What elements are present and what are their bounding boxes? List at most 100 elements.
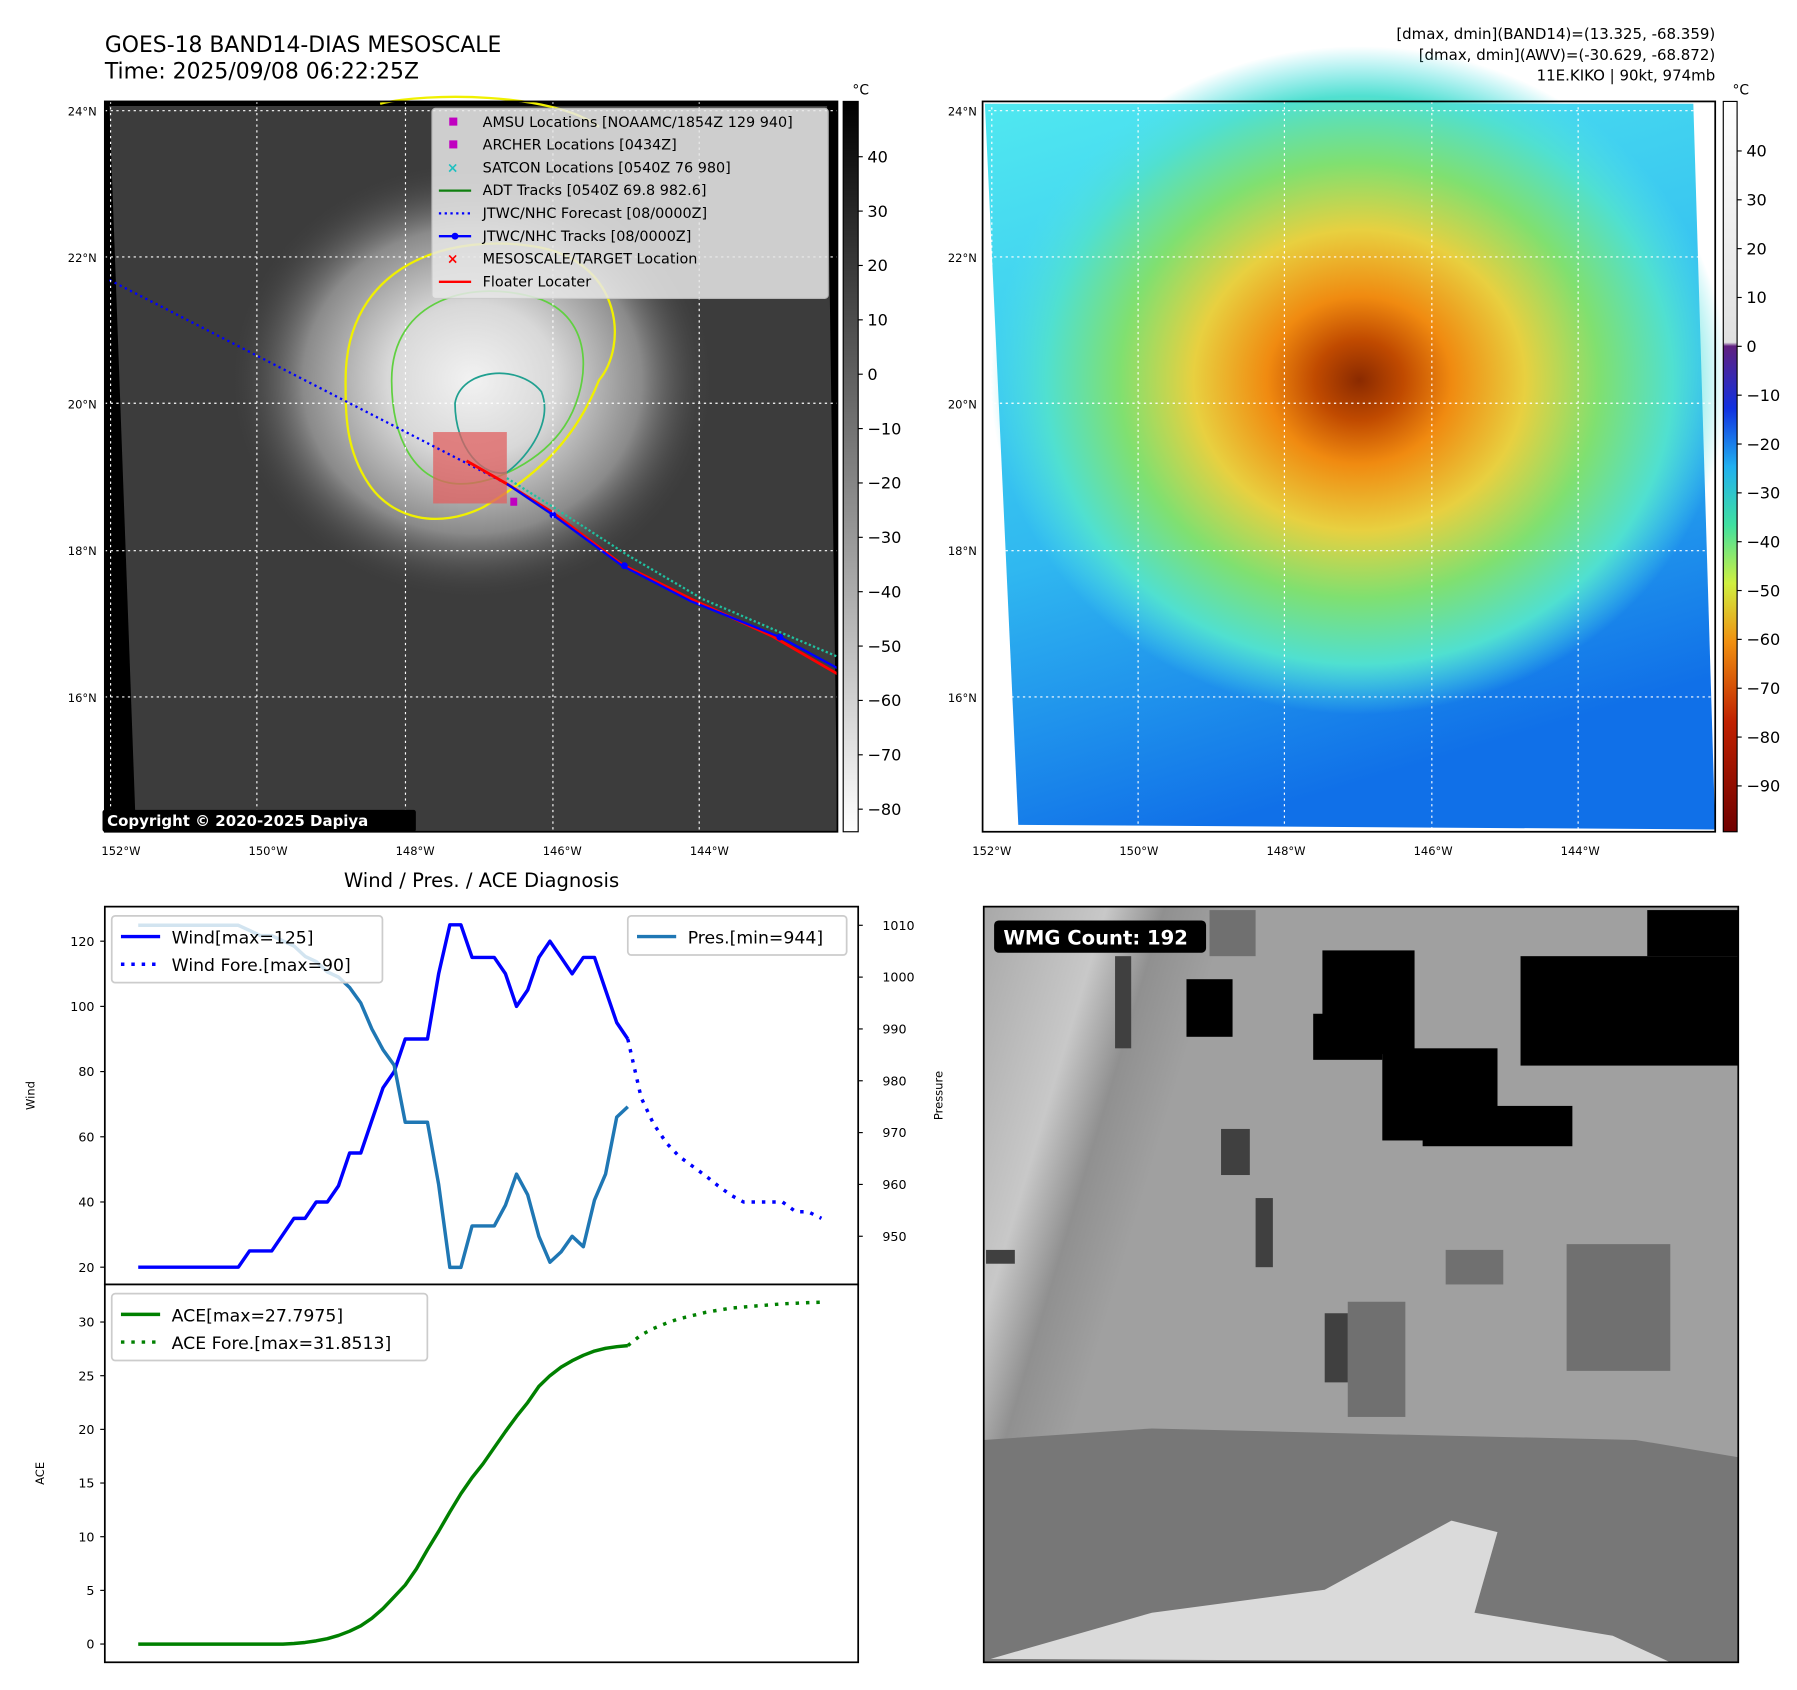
lon-label: 146°W: [543, 844, 582, 858]
colorbar-tick-label: −20: [1746, 435, 1780, 454]
legend-square-icon: [449, 117, 458, 126]
y-tick-label: 5: [86, 1583, 94, 1598]
lon-label: 146°W: [1414, 844, 1453, 858]
colorbar-tick-label: 10: [867, 311, 888, 330]
lat-label: 18°N: [948, 544, 977, 558]
y-tick-label: 20: [78, 1422, 94, 1437]
y-tick-label: 80: [78, 1064, 94, 1079]
legend-label: ARCHER Locations [0434Z]: [483, 138, 677, 154]
colorbar-tick-label: 30: [867, 202, 888, 221]
y-tick-label: 100: [70, 999, 94, 1014]
awv-map-panel: °C 403020100−10−20−30−40−50−60−70−80−90 …: [948, 46, 1780, 858]
wmg-panel: WMG Count: 192: [982, 905, 1740, 1664]
colorbar-tick-label: −70: [1746, 679, 1780, 698]
figure-title: GOES-18 BAND14-DIAS MESOSCALE: [105, 33, 502, 58]
archer-marker: [510, 497, 518, 506]
legend-label: ACE Fore.[max=31.8513]: [172, 1334, 392, 1354]
ace-forecast-line: [626, 1300, 822, 1347]
legend-label: Wind Fore.[max=90]: [172, 956, 351, 976]
storm-moisture: [990, 46, 1728, 715]
legend-label: SATCON Locations [0540Z 76 980]: [483, 160, 731, 176]
y-tick-label: 60: [78, 1129, 94, 1144]
y-tick-label: 25: [78, 1368, 94, 1383]
y-tick-label: 20: [78, 1260, 94, 1275]
wind-forecast-line: [626, 1038, 823, 1220]
ir-colorbar-unit: °C: [852, 83, 869, 99]
y-tick-label: 0: [86, 1637, 94, 1652]
lat-label: 24°N: [948, 104, 977, 118]
colorbar-tick-label: −40: [867, 582, 901, 601]
colorbar-tick-label: −80: [867, 800, 901, 819]
jtwc-track: [506, 482, 838, 670]
awv-colorbar: [1722, 100, 1738, 833]
ir-colorbar: [842, 100, 859, 833]
legend-x-icon: ×: [447, 252, 459, 268]
colorbar-tick-label: 20: [867, 256, 888, 275]
legend-label: ACE[max=27.7975]: [172, 1306, 343, 1326]
colorbar-tick-label: 30: [1746, 191, 1767, 210]
legend-label: Pres.[min=944]: [688, 928, 823, 948]
y-tick-label: 120: [70, 934, 94, 949]
legend-square-icon: [449, 140, 458, 149]
y-tick-label: 30: [78, 1315, 94, 1330]
colorbar-tick-label: 40: [1746, 142, 1767, 161]
legend-label: MESOSCALE/TARGET Location: [483, 252, 698, 268]
awv-gridlines: [982, 101, 1716, 832]
wmg-dark-regions: [1186, 910, 1739, 1147]
ace-line: [138, 1343, 628, 1646]
lat-label: 20°N: [948, 398, 977, 412]
legend-label: AMSU Locations [NOAAMC/1854Z 129 940]: [483, 115, 793, 131]
y-tick-label-right: 1010: [882, 918, 914, 933]
colorbar-tick-label: −30: [1746, 484, 1780, 503]
lon-label: 152°W: [972, 844, 1011, 858]
y-tick-label-right: 960: [882, 1177, 906, 1192]
lat-label: 20°N: [68, 398, 97, 412]
legend-dot-icon: [451, 232, 459, 240]
stats-band14: [dmax, dmin](BAND14)=(13.325, -68.359): [1396, 25, 1715, 43]
y-tick-label-right: 980: [882, 1073, 906, 1088]
colorbar-tick-label: −10: [1746, 386, 1780, 405]
copyright: Copyright © 2020-2025 Dapiya: [107, 812, 368, 830]
lat-label: 18°N: [68, 544, 97, 558]
colorbar-tick-label: −70: [867, 746, 901, 765]
colorbar-tick-label: 10: [1746, 288, 1767, 307]
lon-label: 152°W: [101, 844, 140, 858]
chart-legend: [110, 1292, 429, 1362]
lon-label: 144°W: [1561, 844, 1600, 858]
chart-legend: [626, 914, 848, 956]
wind-axis-label: Wind: [24, 1081, 38, 1110]
colorbar-tick-label: −20: [867, 474, 901, 493]
colorbar-tick-label: −60: [867, 691, 901, 710]
ir-map-panel: AMSU Locations [NOAAMC/1854Z 129 940] ARC…: [68, 83, 902, 858]
wind-line: [138, 923, 630, 1269]
lon-label: 150°W: [249, 844, 288, 858]
lat-label: 22°N: [68, 251, 97, 265]
lat-label: 16°N: [68, 691, 97, 705]
y-tick-label-right: 970: [882, 1125, 906, 1140]
chart-title: Wind / Pres. / ACE Diagnosis: [344, 869, 619, 892]
colorbar-tick-label: −10: [867, 419, 901, 438]
lat-label: 16°N: [948, 691, 977, 705]
stats-awv: [dmax, dmin](AWV)=(-30.629, -68.872): [1419, 46, 1715, 64]
colorbar-tick-label: −30: [867, 528, 901, 547]
storm-info: 11E.KIKO | 90kt, 974mb: [1537, 67, 1716, 85]
satcon-track: [506, 477, 838, 658]
colorbar-tick-label: 20: [1746, 239, 1767, 258]
colorbar-tick-label: −60: [1746, 630, 1780, 649]
y-tick-label-right: 1000: [882, 970, 914, 985]
jtwc-points: [549, 511, 784, 641]
colorbar-tick-label: −50: [1746, 581, 1780, 600]
legend-label: Wind[max=125]: [172, 928, 314, 948]
wmg-count: WMG Count: 192: [1003, 927, 1188, 950]
mesoscale-box: [433, 432, 507, 504]
lon-label: 144°W: [690, 844, 729, 858]
y-tick-label-right: 990: [882, 1022, 906, 1037]
lon-label: 148°W: [396, 844, 435, 858]
legend-x-icon: ×: [447, 160, 459, 176]
lon-label: 148°W: [1266, 844, 1305, 858]
y-tick-label-right: 950: [882, 1229, 906, 1244]
map-legend: AMSU Locations [NOAAMC/1854Z 129 940] ARC…: [431, 107, 829, 299]
colorbar-tick-label: 0: [1746, 337, 1756, 356]
y-tick-label: 15: [78, 1476, 94, 1491]
